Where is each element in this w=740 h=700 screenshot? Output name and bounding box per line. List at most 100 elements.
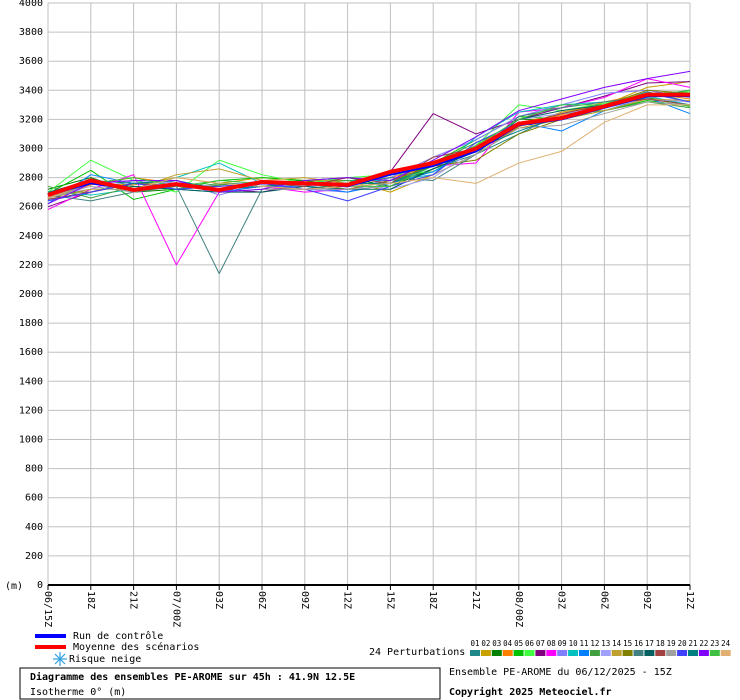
x-tick-label: 18Z [427, 591, 438, 609]
y-tick-label: 3200 [19, 114, 43, 125]
perturbation-swatch [611, 650, 622, 656]
x-tick-label: 07/00Z [170, 591, 181, 627]
perturbation-label: 05 [514, 639, 523, 648]
y-tick-label: 3000 [19, 144, 43, 155]
y-tick-label: 0 [37, 580, 43, 591]
y-tick-label: 1600 [19, 347, 43, 358]
x-tick-label: 15Z [384, 591, 395, 609]
perturbation-swatch [524, 650, 535, 656]
x-tick-label: 03Z [556, 591, 567, 609]
perturbation-swatch [589, 650, 600, 656]
y-axis-label: (m) [5, 581, 23, 592]
perturbation-label: 06 [525, 639, 535, 648]
perturbation-label: 08 [547, 639, 557, 648]
x-tick-label: 06/15Z [42, 591, 53, 627]
perturbation-label: 04 [503, 639, 513, 648]
snow-icon [53, 652, 67, 666]
y-tick-label: 1200 [19, 405, 43, 416]
y-tick-label: 3800 [19, 27, 43, 38]
perturbation-label: 11 [579, 639, 588, 648]
y-tick-label: 3600 [19, 56, 43, 67]
perturbation-swatch [709, 650, 720, 656]
x-tick-label: 06Z [256, 591, 267, 609]
perturbation-label: 14 [612, 639, 622, 648]
perturbation-swatch [480, 650, 491, 656]
y-tick-label: 400 [25, 522, 43, 533]
plot: 0 200 400 600 800 1000 1200 1400 1600 1800 2000 220… [19, 0, 695, 627]
perturbation-label: 21 [688, 639, 697, 648]
perturbation-swatch [600, 650, 611, 656]
title-box [19, 667, 441, 700]
y-tick-label: 600 [25, 493, 43, 504]
series-line [47, 81, 691, 193]
y-tick-label: 1800 [19, 318, 43, 329]
x-tick-label: 09Z [299, 591, 310, 609]
perturbation-label: 19 [667, 639, 676, 648]
perturbation-label: 24 [721, 639, 731, 648]
perturbation-label: 10 [569, 639, 579, 648]
x-tick-label: 09Z [641, 591, 652, 609]
perturbation-swatch [535, 650, 546, 656]
perturbation-swatch [720, 650, 731, 656]
series-line [47, 104, 690, 199]
perturbation-label: 02 [481, 639, 490, 648]
perturbation-swatch [513, 650, 524, 656]
perturbation-swatch [666, 650, 677, 656]
perturbation-label: 23 [710, 639, 719, 648]
chart-title: Diagramme des ensembles PE-AROME sur 45h… [30, 671, 355, 683]
perturbation-swatch [557, 650, 568, 656]
y-tick-label: 2000 [19, 289, 43, 300]
perturbation-label: 12 [590, 639, 599, 648]
perturbation-label: 03 [492, 639, 501, 648]
x-tick-label: 03Z [213, 591, 224, 609]
y-tick-label: 2400 [19, 231, 43, 242]
perturbation-label: 16 [634, 639, 644, 648]
chart-subtitle: Isotherme 0° (m) [30, 687, 126, 698]
perturbation-swatch [644, 650, 655, 656]
y-tick-label: 1400 [19, 376, 43, 387]
y-tick-label: 200 [25, 551, 43, 562]
y-tick-label: 4000 [19, 0, 43, 9]
x-tick-label: 21Z [128, 591, 139, 609]
perturbation-swatch [633, 650, 644, 656]
x-tick-label: 08/00Z [513, 591, 524, 627]
perturbation-label: 07 [536, 639, 545, 648]
copyright: Copyright 2025 Meteociel.fr [449, 686, 612, 698]
perturbation-swatch [470, 650, 480, 656]
y-tick-label: 2600 [19, 202, 43, 213]
y-tick-label: 800 [25, 464, 43, 475]
perturbation-swatch [568, 650, 579, 656]
x-tick-label: 06Z [598, 591, 609, 609]
perturbation-swatch [655, 650, 666, 656]
y-tick-label: 2200 [19, 260, 43, 271]
y-tick-label: 2800 [19, 173, 43, 184]
perturbation-swatch [579, 650, 589, 656]
perturbation-swatch [677, 650, 688, 656]
x-tick-label: 18Z [85, 591, 96, 609]
perturbation-swatch [502, 650, 513, 656]
perturbation-label: 09 [558, 639, 567, 648]
perturbations-label: 24 Perturbations [369, 647, 465, 658]
y-tick-label: 1000 [19, 435, 43, 446]
perturbation-label: 15 [623, 639, 632, 648]
run-label: Ensemble PE-AROME du 06/12/2025 - 15Z [449, 667, 672, 678]
x-tick-label: 12Z [342, 591, 353, 609]
perturbation-label: 18 [656, 639, 666, 648]
x-tick-label: 12Z [684, 591, 695, 609]
perturbation-label: 17 [645, 639, 654, 648]
perturbation-swatch [688, 650, 698, 656]
perturbation-swatch [622, 650, 633, 656]
legend-label: Run de contrôle [73, 630, 163, 642]
y-tick-label: 3400 [19, 85, 43, 96]
snow-legend-label: Risque neige [69, 654, 141, 665]
perturbation-label: 22 [699, 639, 708, 648]
perturbation-label: 01 [470, 639, 479, 648]
perturbation-swatch [491, 650, 502, 656]
series-line [47, 89, 691, 196]
series-line [47, 92, 690, 197]
legend-label: Moyenne des scénarios [73, 641, 199, 653]
perturbation-swatch [698, 650, 709, 656]
perturbation-label: 13 [601, 639, 610, 648]
x-tick-label: 21Z [470, 591, 481, 609]
